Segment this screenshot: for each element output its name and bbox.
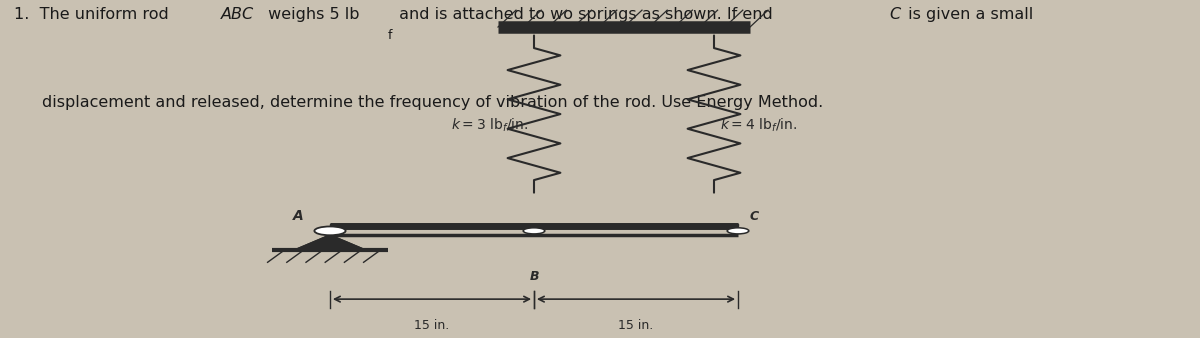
Text: C: C [750,210,760,223]
Circle shape [727,228,749,234]
Text: B: B [529,270,539,283]
Text: $k = 4\ \mathrm{lb}_f\mathrm{/in.}$: $k = 4\ \mathrm{lb}_f\mathrm{/in.}$ [720,116,797,134]
Circle shape [314,226,346,235]
Text: 1.  The uniform rod: 1. The uniform rod [14,7,174,22]
Text: 15 in.: 15 in. [414,319,450,332]
Text: $k = 3\ \mathrm{lb}_f\mathrm{/in.}$: $k = 3\ \mathrm{lb}_f\mathrm{/in.}$ [451,116,528,134]
Circle shape [523,228,545,234]
Text: weighs 5 lb: weighs 5 lb [264,7,360,22]
Text: f: f [388,29,392,42]
Text: is given a small: is given a small [904,7,1033,22]
Text: 15 in.: 15 in. [618,319,654,332]
Text: displacement and released, determine the frequency of vibration of the rod. Use : displacement and released, determine the… [42,95,823,110]
Text: C: C [889,7,900,22]
Polygon shape [294,235,366,250]
Text: and is attached to wo springs as shown. If end: and is attached to wo springs as shown. … [394,7,778,22]
Text: A: A [293,209,304,223]
Text: ABC: ABC [221,7,254,22]
